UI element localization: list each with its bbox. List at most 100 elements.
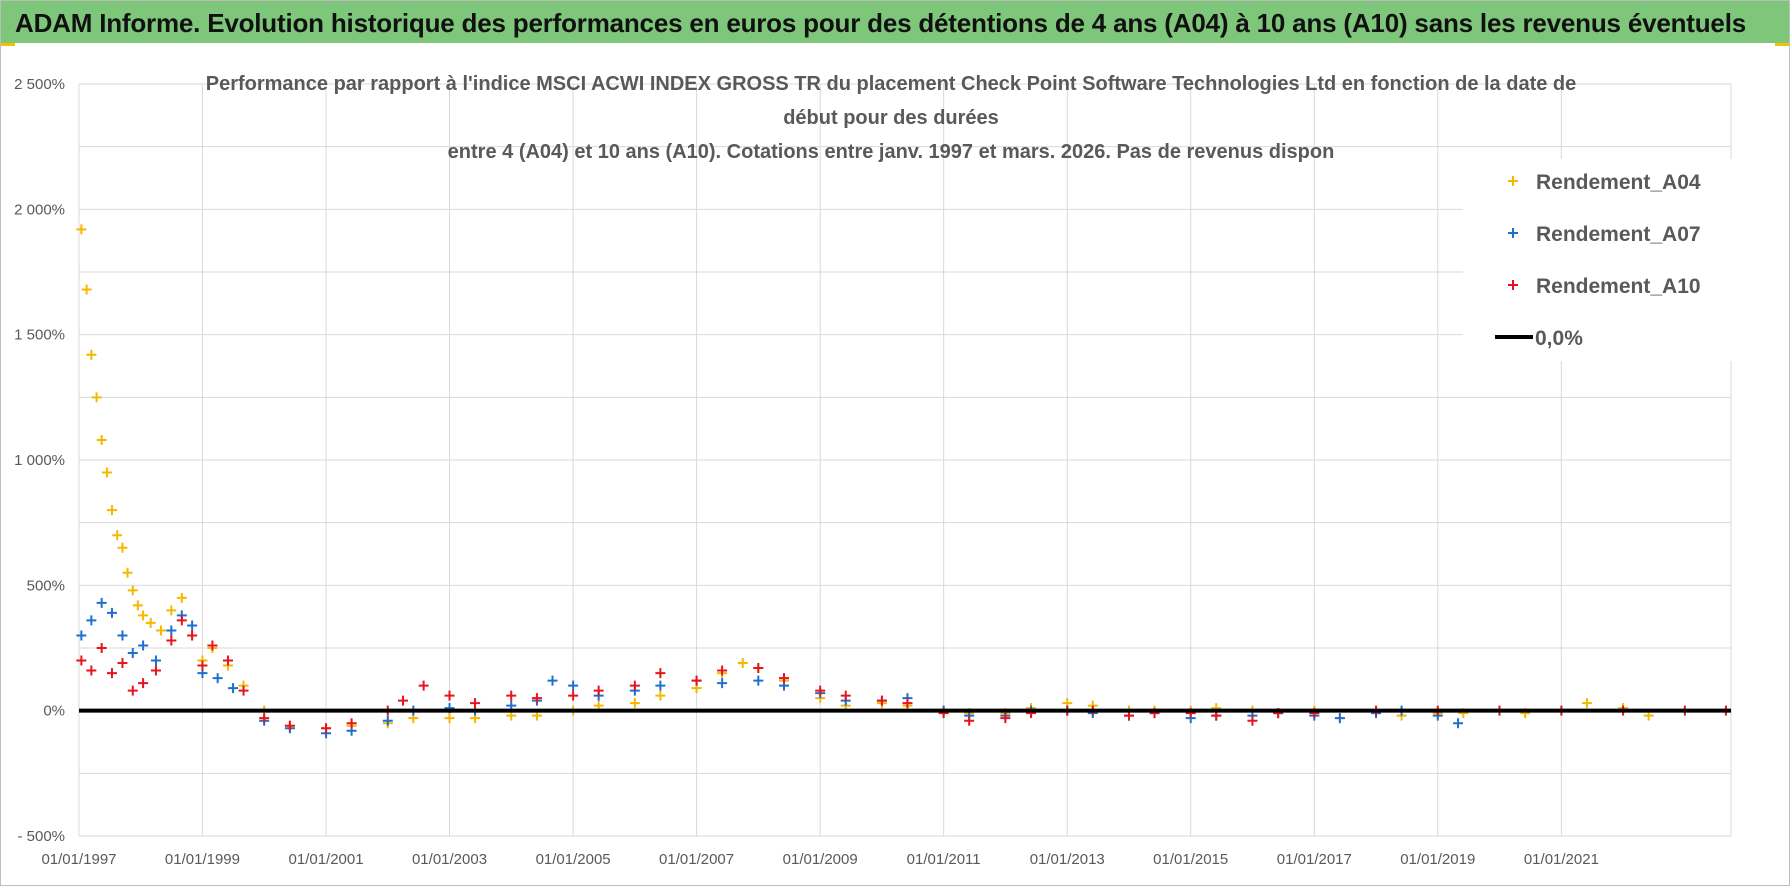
point-rendement_a07 xyxy=(717,678,728,689)
x-tick-label: 01/01/2001 xyxy=(289,851,364,868)
point-rendement_a10 xyxy=(815,685,826,696)
point-rendement_a04 xyxy=(138,610,149,621)
chart-title-line-3: entre 4 (A04) et 10 ans (A10). Cotations… xyxy=(448,141,1335,163)
legend-label: Rendement_A07 xyxy=(1536,223,1701,246)
point-rendement_a10 xyxy=(127,685,138,696)
point-rendement_a04 xyxy=(117,542,128,553)
chart-title-line-2: début pour des durées xyxy=(783,107,999,129)
point-rendement_a10 xyxy=(506,690,517,701)
x-axis-ticks: 01/01/1997 01/01/1999 01/01/2001 01/01/2003… xyxy=(41,851,1598,868)
point-rendement_a10 xyxy=(1000,713,1011,724)
point-rendement_a10 xyxy=(753,663,764,674)
point-rendement_a10 xyxy=(531,693,542,704)
point-rendement_a07 xyxy=(150,655,161,666)
point-rendement_a10 xyxy=(106,668,117,679)
point-rendement_a04 xyxy=(112,530,123,541)
series-rendement_a07 xyxy=(76,597,1464,739)
point-rendement_a10 xyxy=(902,698,913,709)
point-rendement_a07 xyxy=(187,620,198,631)
point-rendement_a04 xyxy=(96,434,107,445)
point-rendement_a10 xyxy=(150,665,161,676)
point-rendement_a07 xyxy=(138,640,149,651)
point-rendement_a04 xyxy=(145,617,156,628)
x-tick-label: 01/01/2019 xyxy=(1400,851,1475,868)
point-rendement_a04 xyxy=(737,658,748,669)
point-rendement_a07 xyxy=(86,615,97,626)
point-rendement_a04 xyxy=(629,698,640,709)
point-rendement_a10 xyxy=(321,723,332,734)
point-rendement_a07 xyxy=(76,630,87,641)
point-rendement_a04 xyxy=(76,224,87,235)
legend-swatch-rendement_a04 xyxy=(1508,176,1518,186)
y-tick-label: 500% xyxy=(27,577,65,594)
legend-label: Rendement_A04 xyxy=(1536,171,1701,194)
legend-swatch-rendement_a10 xyxy=(1508,280,1518,290)
point-rendement_a10 xyxy=(876,695,887,706)
x-tick-label: 01/01/2013 xyxy=(1030,851,1105,868)
point-rendement_a10 xyxy=(197,660,208,671)
point-rendement_a10 xyxy=(444,690,455,701)
point-rendement_a10 xyxy=(76,655,87,666)
y-tick-label: - 500% xyxy=(17,828,65,845)
point-rendement_a10 xyxy=(655,668,666,679)
legend-background xyxy=(1463,159,1735,361)
point-rendement_a04 xyxy=(132,600,143,611)
point-rendement_a07 xyxy=(753,675,764,686)
point-rendement_a04 xyxy=(166,605,177,616)
point-rendement_a07 xyxy=(568,680,579,691)
chart-legend: Rendement_A04 Rendement_A07 Rendement_A10 0… xyxy=(1463,159,1735,361)
point-rendement_a10 xyxy=(346,718,357,729)
legend-label: 0,0% xyxy=(1535,327,1583,350)
y-tick-label: 2 000% xyxy=(14,201,65,218)
point-rendement_a10 xyxy=(1247,715,1258,726)
point-rendement_a10 xyxy=(222,655,233,666)
point-rendement_a04 xyxy=(444,713,455,724)
point-rendement_a10 xyxy=(629,680,640,691)
x-tick-label: 01/01/2009 xyxy=(783,851,858,868)
point-rendement_a07 xyxy=(655,680,666,691)
x-tick-label: 01/01/1997 xyxy=(41,851,116,868)
x-tick-label: 01/01/2015 xyxy=(1153,851,1228,868)
x-tick-label: 01/01/2021 xyxy=(1524,851,1599,868)
point-rendement_a07 xyxy=(547,675,558,686)
data-series xyxy=(76,224,1731,739)
point-rendement_a10 xyxy=(138,678,149,689)
point-rendement_a07 xyxy=(212,673,223,684)
point-rendement_a10 xyxy=(176,615,187,626)
legend-label: Rendement_A10 xyxy=(1536,275,1701,298)
point-rendement_a10 xyxy=(840,690,851,701)
point-rendement_a04 xyxy=(81,284,92,295)
x-tick-label: 01/01/2007 xyxy=(659,851,734,868)
point-rendement_a10 xyxy=(187,630,198,641)
x-tick-label: 01/01/2005 xyxy=(536,851,611,868)
point-rendement_a04 xyxy=(176,592,187,603)
banner-accent-left xyxy=(1,43,15,46)
point-rendement_a10 xyxy=(691,675,702,686)
y-tick-label: 1 000% xyxy=(14,452,65,469)
point-rendement_a04 xyxy=(156,625,167,636)
y-tick-label: 0% xyxy=(43,703,65,720)
point-rendement_a04 xyxy=(101,467,112,478)
point-rendement_a10 xyxy=(259,713,270,724)
point-rendement_a07 xyxy=(96,597,107,608)
chart-title-line-1: Performance par rapport à l'indice MSCI … xyxy=(206,73,1577,95)
point-rendement_a07 xyxy=(1334,713,1345,724)
report-banner-title: ADAM Informe. Evolution historique des p… xyxy=(15,8,1746,38)
point-rendement_a04 xyxy=(91,392,102,403)
point-rendement_a10 xyxy=(470,698,481,709)
point-rendement_a04 xyxy=(86,349,97,360)
point-rendement_a10 xyxy=(86,665,97,676)
report-banner: ADAM Informe. Evolution historique des p… xyxy=(1,1,1789,43)
x-tick-label: 01/01/2003 xyxy=(412,851,487,868)
point-rendement_a10 xyxy=(284,720,295,731)
y-axis-ticks: 2 500% 2 000% 1 500% 1 000% 500% 0% - 500% xyxy=(14,76,65,845)
point-rendement_a10 xyxy=(207,640,218,651)
point-rendement_a04 xyxy=(127,585,138,596)
point-rendement_a07 xyxy=(127,648,138,659)
y-tick-label: 1 500% xyxy=(14,327,65,344)
point-rendement_a07 xyxy=(228,683,239,694)
point-rendement_a07 xyxy=(117,630,128,641)
chart-title: Performance par rapport à l'indice MSCI … xyxy=(206,73,1577,163)
point-rendement_a07 xyxy=(166,625,177,636)
